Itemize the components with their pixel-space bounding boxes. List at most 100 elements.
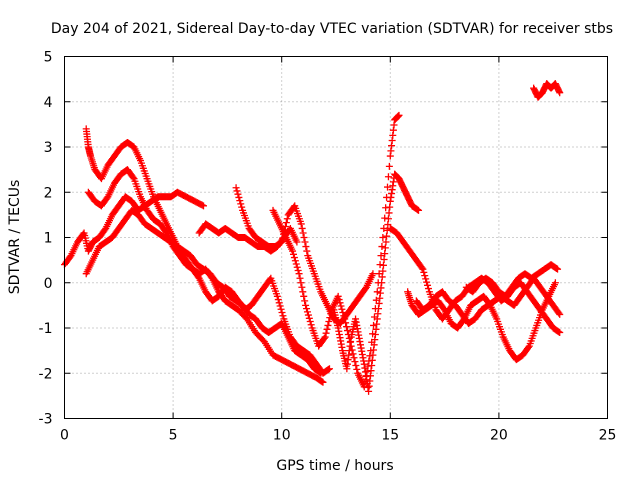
data-point [283,215,291,223]
data-point [369,270,377,278]
y-tick-label: 5 [44,50,53,66]
data-point [320,334,328,342]
data-point [289,250,297,258]
data-point [424,281,432,289]
data-point [415,206,423,214]
x-tick-label: 0 [60,428,69,444]
data-point [340,312,348,320]
data-point [556,310,564,318]
data-point [307,321,315,329]
y-tick-label: 1 [44,231,53,247]
series-track-l [462,261,562,300]
data-point [292,260,300,268]
series-track-a [61,188,208,269]
data-point [235,193,243,201]
data-point [325,365,333,373]
data-point [299,288,307,296]
data-point [297,220,305,228]
data-point [302,301,310,309]
data-point [237,200,245,208]
data-point [279,312,287,320]
data-point [297,279,305,287]
data-point [342,319,350,327]
series-track-g [269,111,403,391]
data-point [422,275,430,283]
data-point [343,323,351,331]
data-point [303,308,311,316]
data-point [325,318,333,326]
data-point [341,315,349,323]
x-tick-label: 10 [273,428,291,444]
data-point [298,283,306,291]
data-point [424,285,432,293]
data-point [556,89,564,97]
data-point [418,264,426,272]
data-point [420,268,428,276]
data-point [327,310,335,318]
data-point [129,173,137,181]
data-point [200,202,208,210]
x-tick-label: 5 [169,428,178,444]
data-point [421,272,429,280]
data-point [277,305,285,313]
data-point [79,230,87,238]
data-points [61,80,564,395]
y-tick-label: -2 [39,366,53,382]
y-tick-label: 2 [44,185,53,201]
data-point [305,314,313,322]
data-point [343,327,351,335]
data-point [301,238,309,246]
data-point [304,311,312,319]
data-point [282,219,290,227]
y-tick-label: 3 [44,140,53,156]
data-point [278,308,286,316]
data-point [300,292,308,300]
x-axis-label: GPS time / hours [276,458,393,474]
data-point [275,299,283,307]
data-point [301,297,309,305]
data-point [337,302,345,310]
data-point [298,224,306,232]
y-tick-label: -1 [39,321,53,337]
data-point [273,292,281,300]
data-point [384,183,392,191]
x-tick-label: 20 [490,428,508,444]
data-point [290,254,298,262]
data-point [351,358,359,366]
data-point [299,229,307,237]
data-point [234,190,242,198]
plot-frame [64,56,608,419]
data-point [385,162,393,170]
x-axis-ticks: 0 5 10 15 20 25 [60,56,616,444]
data-point [556,329,564,337]
data-point [291,257,299,265]
data-point [339,308,347,316]
data-point [319,378,327,386]
data-point [336,299,344,307]
data-point [370,321,378,329]
x-tick-label: 15 [381,428,399,444]
data-point [303,305,311,313]
data-point [379,234,387,241]
data-point [322,329,330,337]
data-point [524,343,532,351]
series-track-m [530,80,564,101]
data-point [352,361,360,369]
data-point [293,263,301,271]
data-point [419,265,427,273]
data-point [323,325,331,333]
data-point [300,234,308,241]
series-track-h [330,170,423,395]
chart-title: Day 204 of 2021, Sidereal Day-to-day VTE… [51,21,613,37]
y-axis-ticks: -3 -2 -1 0 1 2 3 4 5 [39,50,608,428]
data-point [378,243,386,251]
data-point [278,238,286,246]
series-track-d [82,206,325,377]
data-point [293,238,301,246]
data-point [334,292,342,300]
data-point [353,365,361,373]
data-point [236,197,244,205]
data-point [373,288,381,296]
data-point [289,247,297,255]
